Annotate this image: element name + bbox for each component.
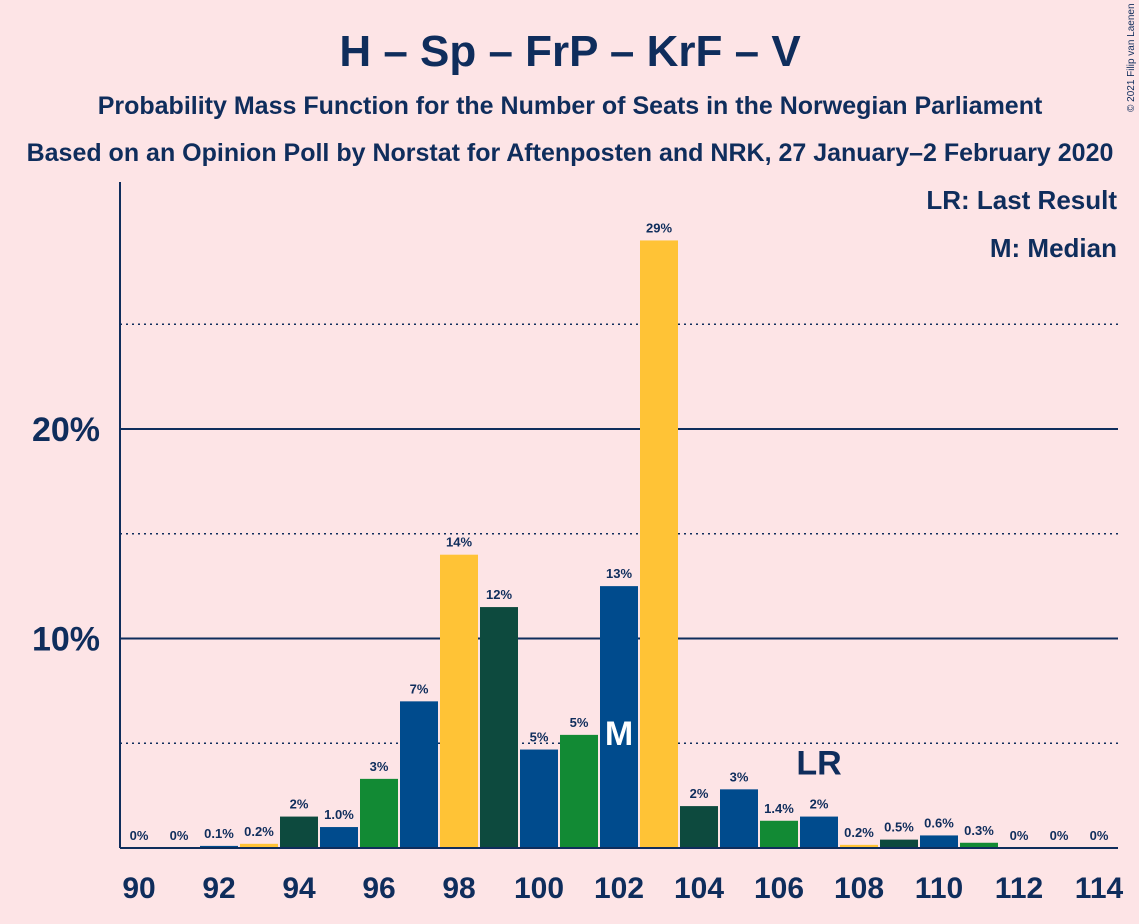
bar-label-seat-105: 3% bbox=[730, 769, 749, 784]
bar-seat-99 bbox=[480, 607, 518, 848]
bar-label-seat-92: 0.1% bbox=[204, 826, 234, 841]
last-result-marker: LR bbox=[796, 745, 841, 783]
bar-seat-103 bbox=[640, 240, 678, 848]
bar-seat-94 bbox=[280, 816, 318, 848]
x-tick-label: 110 bbox=[915, 872, 963, 905]
bar-label-seat-110: 0.6% bbox=[924, 815, 954, 830]
bar-seat-106 bbox=[760, 820, 798, 848]
x-tick-label: 92 bbox=[202, 872, 235, 905]
y-tick-labels: 10% 20% bbox=[32, 411, 100, 659]
bar-seat-101 bbox=[560, 734, 598, 848]
bar-label-seat-106: 1.4% bbox=[764, 801, 794, 816]
bar-label-seat-95: 1.0% bbox=[324, 807, 354, 822]
bar-label-seat-104: 2% bbox=[690, 786, 709, 801]
bar-label-seat-99: 12% bbox=[486, 587, 512, 602]
x-tick-label: 90 bbox=[122, 872, 155, 905]
bar-label-seat-113: 0% bbox=[1050, 828, 1069, 843]
x-tick-label: 100 bbox=[514, 872, 564, 905]
bar-seat-96 bbox=[360, 778, 398, 848]
bar-label-seat-98: 14% bbox=[446, 535, 472, 550]
x-tick-label: 94 bbox=[282, 872, 316, 905]
chart-title: H – Sp – FrP – KrF – V bbox=[339, 27, 801, 76]
bar-seat-95 bbox=[320, 827, 358, 848]
x-tick-label: 102 bbox=[594, 872, 644, 905]
bar-seat-107 bbox=[800, 816, 838, 848]
bar-label-seat-109: 0.5% bbox=[884, 820, 914, 835]
x-tick-label: 104 bbox=[674, 872, 724, 905]
bar-label-seat-100: 5% bbox=[530, 730, 549, 745]
bar-label-seat-112: 0% bbox=[1010, 828, 1029, 843]
bar-seat-100 bbox=[520, 749, 558, 848]
bar-value-labels: 0% 0% 0.1% 0.2% 2% 1.0% 3% 7% 14% 12% 5% 5% 13% 29% 2%… bbox=[130, 220, 1109, 843]
x-tick-label: 108 bbox=[834, 872, 884, 905]
legend-median: M: Median bbox=[990, 233, 1117, 263]
bar-seat-105 bbox=[720, 789, 758, 848]
bar-seat-109 bbox=[880, 839, 918, 848]
chart-subtitle-source: Based on an Opinion Poll by Norstat for … bbox=[27, 139, 1114, 167]
bar-seat-92 bbox=[200, 845, 238, 848]
bar-seat-110 bbox=[920, 835, 958, 848]
bar-seat-111 bbox=[960, 842, 998, 848]
chart-subtitle: Probability Mass Function for the Number… bbox=[98, 92, 1043, 120]
bar-label-seat-114: 0% bbox=[1090, 828, 1109, 843]
bar-label-seat-101: 5% bbox=[570, 715, 589, 730]
bar-seat-108 bbox=[840, 844, 878, 848]
bar-label-seat-91: 0% bbox=[170, 828, 189, 843]
bar-seat-97 bbox=[400, 701, 438, 848]
legend-last-result: LR: Last Result bbox=[926, 185, 1117, 215]
copyright-note: © 2021 Filip van Laenen bbox=[1126, 3, 1137, 112]
bar-seat-102 bbox=[600, 586, 638, 848]
y-tick-label: 10% bbox=[32, 621, 100, 659]
y-tick-label: 20% bbox=[32, 411, 100, 449]
x-tick-label: 96 bbox=[362, 872, 395, 905]
bar-label-seat-103: 29% bbox=[646, 220, 672, 235]
x-tick-label: 106 bbox=[754, 872, 804, 905]
bar-label-seat-97: 7% bbox=[410, 681, 429, 696]
bar-seat-93 bbox=[240, 843, 278, 848]
bar-label-seat-94: 2% bbox=[290, 797, 309, 812]
bar-seat-104 bbox=[680, 806, 718, 848]
bar-label-seat-96: 3% bbox=[370, 759, 389, 774]
bar-label-seat-111: 0.3% bbox=[964, 823, 994, 838]
x-tick-label: 98 bbox=[442, 872, 475, 905]
bar-seat-98 bbox=[440, 554, 478, 848]
bar-label-seat-93: 0.2% bbox=[244, 824, 274, 839]
median-marker: M bbox=[605, 715, 633, 753]
bar-label-seat-108: 0.2% bbox=[844, 825, 874, 840]
x-tick-label: 114 bbox=[1075, 872, 1124, 905]
bar-label-seat-90: 0% bbox=[130, 828, 149, 843]
annotation-markers: M LR bbox=[605, 715, 842, 783]
bar-label-seat-107: 2% bbox=[810, 797, 829, 812]
bars bbox=[200, 240, 998, 848]
x-tick-label: 112 bbox=[995, 872, 1043, 905]
x-tick-labels: 90 92 94 96 98 100 102 104 106 108 110 112 114 bbox=[122, 872, 1123, 905]
bar-label-seat-102: 13% bbox=[606, 566, 632, 581]
